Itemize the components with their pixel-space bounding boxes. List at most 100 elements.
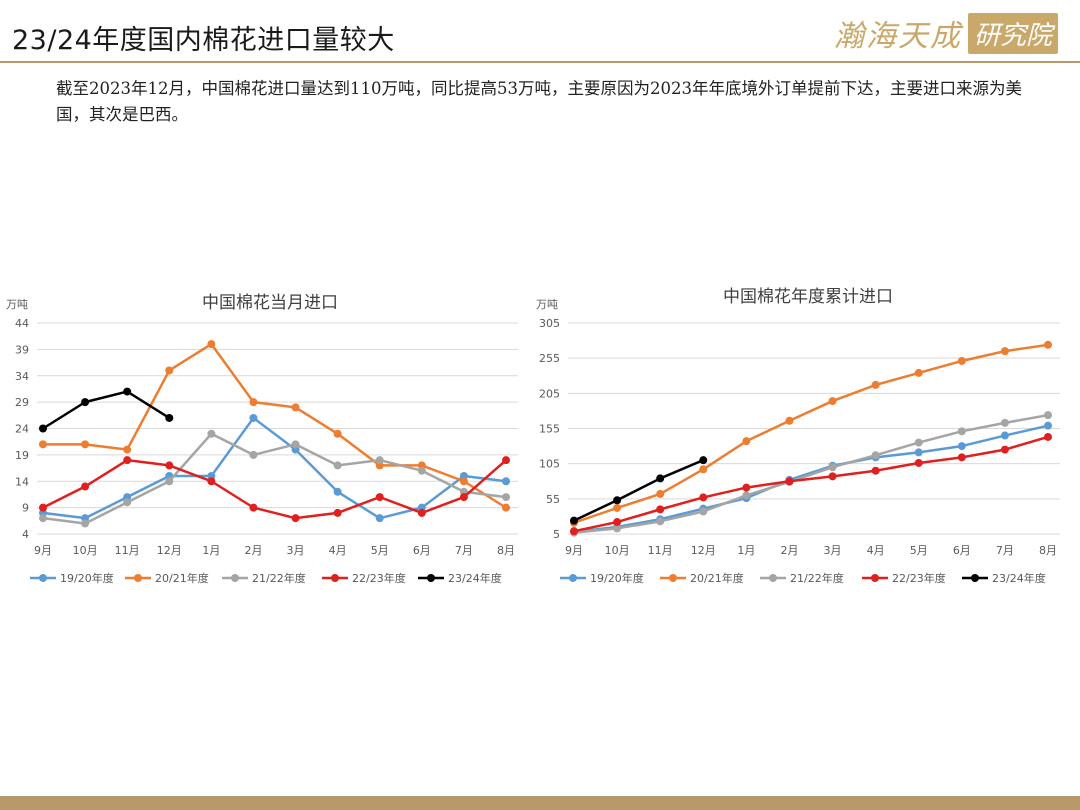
chart-svg: 中国棉花当月进口 万吨 4 9 14 19 24 29 34 39 44 9月 10月 11月 12月 1月 2…: [6, 293, 518, 585]
legend-label: 19/20年度: [590, 571, 644, 585]
data-point: [417, 466, 426, 475]
series-line: [43, 342, 507, 509]
series-21/22年度: [570, 411, 1052, 537]
footer-bar: [0, 796, 1080, 810]
data-point: [828, 397, 837, 406]
data-point: [39, 440, 47, 449]
legend-swatch-marker: [134, 574, 142, 582]
data-point: [914, 458, 923, 467]
series-line: [42, 458, 507, 520]
data-point: [375, 493, 384, 502]
data-point: [165, 477, 174, 486]
legend-label: 19/20年度: [60, 571, 114, 585]
y-tick-label: 55: [546, 493, 560, 506]
data-point: [123, 456, 132, 465]
data-point: [1000, 445, 1009, 454]
data-point: [502, 477, 510, 486]
data-point: [699, 493, 708, 502]
data-point: [914, 448, 923, 457]
legend-item: 22/23年度: [862, 571, 946, 585]
y-tick-label: 24: [15, 423, 29, 436]
legend-item: 22/23年度: [322, 571, 406, 585]
legend-swatch-marker: [427, 574, 435, 582]
series-23/24年度: [39, 387, 174, 433]
data-point: [570, 527, 578, 536]
y-tick-label: 255: [539, 352, 560, 365]
data-point: [81, 398, 90, 407]
series-line: [42, 432, 507, 525]
legend-swatch-marker: [971, 574, 979, 582]
data-point: [656, 517, 665, 526]
data-point: [699, 465, 708, 474]
data-point: [957, 442, 966, 451]
data-point: [742, 437, 751, 446]
data-point: [165, 413, 174, 422]
data-point: [570, 516, 578, 525]
cumulative-import-chart: 中国棉花年度累计进口 万吨 5 55 105 155 205 255 305 9月 10月 11月 12…: [528, 280, 1060, 590]
data-point: [39, 514, 47, 523]
data-point: [957, 453, 966, 462]
legend-swatch-marker: [569, 574, 577, 582]
data-point: [613, 518, 622, 527]
data-point: [207, 429, 216, 438]
data-point: [742, 483, 751, 492]
x-tick-label: 2月: [780, 544, 798, 557]
data-point: [871, 451, 880, 460]
data-point: [957, 356, 966, 365]
legend-swatch-marker: [39, 574, 47, 582]
data-point: [1000, 347, 1009, 356]
x-tick-label: 1月: [202, 544, 220, 557]
series-line: [573, 458, 704, 522]
data-point: [1044, 411, 1052, 420]
data-point: [291, 403, 300, 412]
data-point: [375, 514, 384, 523]
data-point: [459, 477, 468, 486]
x-tick-label: 10月: [605, 544, 630, 557]
y-tick-label: 4: [22, 528, 29, 541]
legend-swatch-marker: [331, 574, 339, 582]
series-22/23年度: [39, 456, 510, 523]
series-line: [42, 416, 507, 520]
legend-label: 20/21年度: [155, 571, 209, 585]
series-line: [573, 424, 1049, 534]
legend-item: 20/21年度: [125, 571, 209, 585]
legend-label: 20/21年度: [690, 571, 744, 585]
x-tick-label: 10月: [73, 544, 98, 557]
chart-title: 中国棉花年度累计进口: [723, 287, 893, 307]
legend-item: 23/24年度: [418, 571, 502, 585]
data-point: [871, 466, 880, 475]
data-point: [249, 413, 258, 422]
x-tick-label: 5月: [371, 544, 389, 557]
data-point: [333, 487, 342, 496]
series-line: [573, 413, 1049, 534]
x-tick-label: 12月: [157, 544, 182, 557]
x-tick-label: 12月: [691, 544, 716, 557]
data-point: [39, 424, 47, 433]
y-tick-label: 9: [22, 502, 29, 515]
legend-label: 23/24年度: [992, 571, 1046, 585]
data-point: [785, 416, 794, 425]
data-point: [123, 498, 132, 507]
data-point: [613, 503, 622, 512]
data-point: [459, 493, 468, 502]
data-point: [785, 477, 794, 486]
legend-swatch-marker: [231, 574, 239, 582]
data-point: [249, 503, 258, 512]
data-point: [613, 524, 622, 533]
summary-text: 截至2023年12月，中国棉花进口量达到110万吨，同比提高53万吨，主要原因为…: [56, 79, 1022, 124]
logo-text: 瀚海天成: [833, 19, 962, 54]
header-divider: [0, 61, 1080, 63]
page-title: 23/24年度国内棉花进口量较大: [12, 25, 395, 56]
data-point: [417, 508, 426, 517]
data-point: [914, 438, 923, 447]
x-tick-label: 1月: [737, 544, 755, 557]
y-tick-label: 39: [15, 343, 29, 356]
y-tick-label: 14: [15, 475, 29, 488]
data-point: [1044, 432, 1052, 441]
x-tick-label: 7月: [996, 544, 1014, 557]
legend-item: 19/20年度: [560, 571, 644, 585]
data-point: [656, 489, 665, 498]
data-point: [39, 503, 47, 512]
y-tick-label: 5: [553, 528, 560, 541]
